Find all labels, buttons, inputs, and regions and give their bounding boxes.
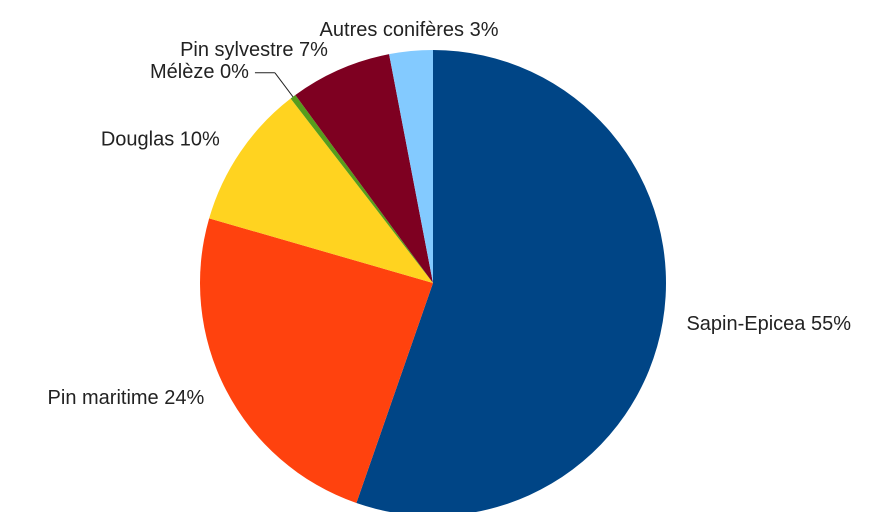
slice-label: Autres conifères 3%	[320, 19, 499, 41]
leader-line	[274, 72, 294, 98]
slice-label: Pin sylvestre 7%	[180, 39, 328, 61]
pie-slice	[389, 50, 433, 283]
pie-slice	[290, 95, 433, 284]
pie-slice	[295, 54, 433, 283]
pie-slice	[209, 98, 433, 283]
slice-label: Douglas 10%	[101, 129, 220, 151]
slice-label: Pin maritime 24%	[48, 387, 205, 409]
slice-category: Pin sylvestre	[180, 39, 293, 61]
pie-slice	[200, 218, 433, 504]
slice-category: Autres conifères	[320, 19, 465, 41]
slice-category: Mélèze	[150, 61, 214, 83]
slice-value: 0%	[220, 61, 249, 83]
slice-value: 55%	[811, 313, 851, 335]
slice-value: 3%	[470, 19, 499, 41]
slice-value: 24%	[164, 387, 204, 409]
slice-category: Sapin-Epicea	[686, 313, 806, 335]
slice-category: Douglas	[101, 129, 174, 151]
slice-value: 10%	[180, 129, 220, 151]
slice-label: Mélèze 0%	[150, 61, 249, 83]
slice-label: Sapin-Epicea 55%	[686, 313, 851, 335]
slice-category: Pin maritime	[48, 387, 159, 409]
slice-value: 7%	[299, 39, 328, 61]
pie-slice	[356, 50, 666, 512]
